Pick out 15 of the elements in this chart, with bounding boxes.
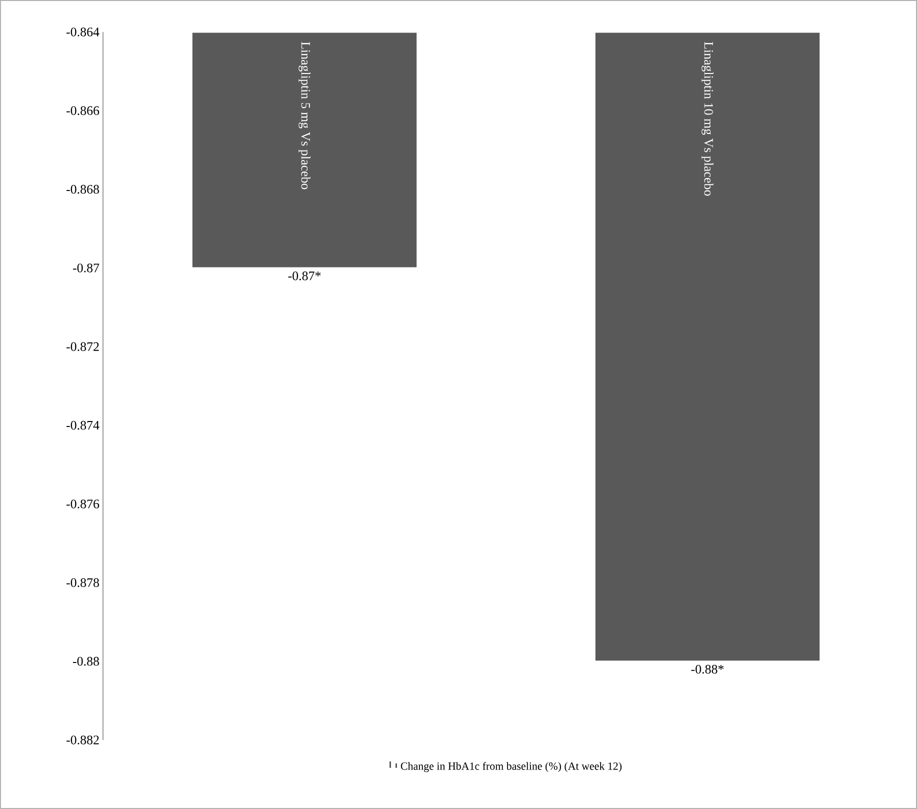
y-tick-label: -0.876 [66,500,100,508]
data-label: -0.87* [288,272,321,280]
y-tick-label: -0.868 [66,184,99,194]
y-tick-label: -0.864 [66,28,100,36]
y-tick-label: -0.866 [66,106,100,116]
legend-label: Change in HbA1c from baseline (%) (At week 12) [400,762,622,772]
y-tick-label: -0.88 [72,656,99,666]
y-tick-label: -0.872 [66,342,99,352]
y-tick-label: -0.874 [66,420,100,430]
y-tick-label: -0.878 [66,578,99,588]
x-tick-label: Linagliptin 5 mg Vs placebo [298,42,310,190]
data-label: -0.88* [691,664,724,674]
y-tick-label: -0.87 [72,264,100,272]
y-tick-label: -0.882 [66,736,99,744]
x-tick-label: Linagliptin 10 mg Vs placebo [702,42,714,196]
